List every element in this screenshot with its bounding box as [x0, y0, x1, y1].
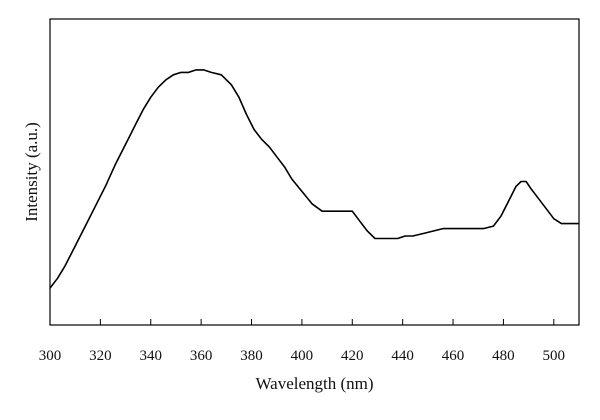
series-line-0 [49, 69, 579, 289]
x-axis-label: Wavelength (nm) [255, 374, 373, 393]
x-tick-label-340: 340 [140, 348, 163, 364]
x-tick-label-400: 400 [291, 348, 314, 364]
x-tick-label-500: 500 [543, 348, 566, 364]
plot-area-border [49, 18, 580, 326]
x-tick-label-420: 420 [341, 348, 364, 364]
series-group [49, 69, 579, 289]
x-axis-tick-labels: 300 320 340 360 380 400 420 440 460 480 500 [39, 348, 565, 364]
x-tick-label-480: 480 [492, 348, 515, 364]
x-tick-label-380: 380 [240, 348, 263, 364]
x-tick-label-300: 300 [39, 348, 62, 364]
x-tick-label-320: 320 [89, 348, 112, 364]
y-axis-label: Intensity (a.u.) [22, 122, 41, 222]
x-axis-ticks [49, 319, 555, 325]
x-tick-label-460: 460 [442, 348, 465, 364]
x-tick-label-440: 440 [391, 348, 414, 364]
x-tick-label-360: 360 [190, 348, 213, 364]
plot-frame [49, 18, 580, 326]
